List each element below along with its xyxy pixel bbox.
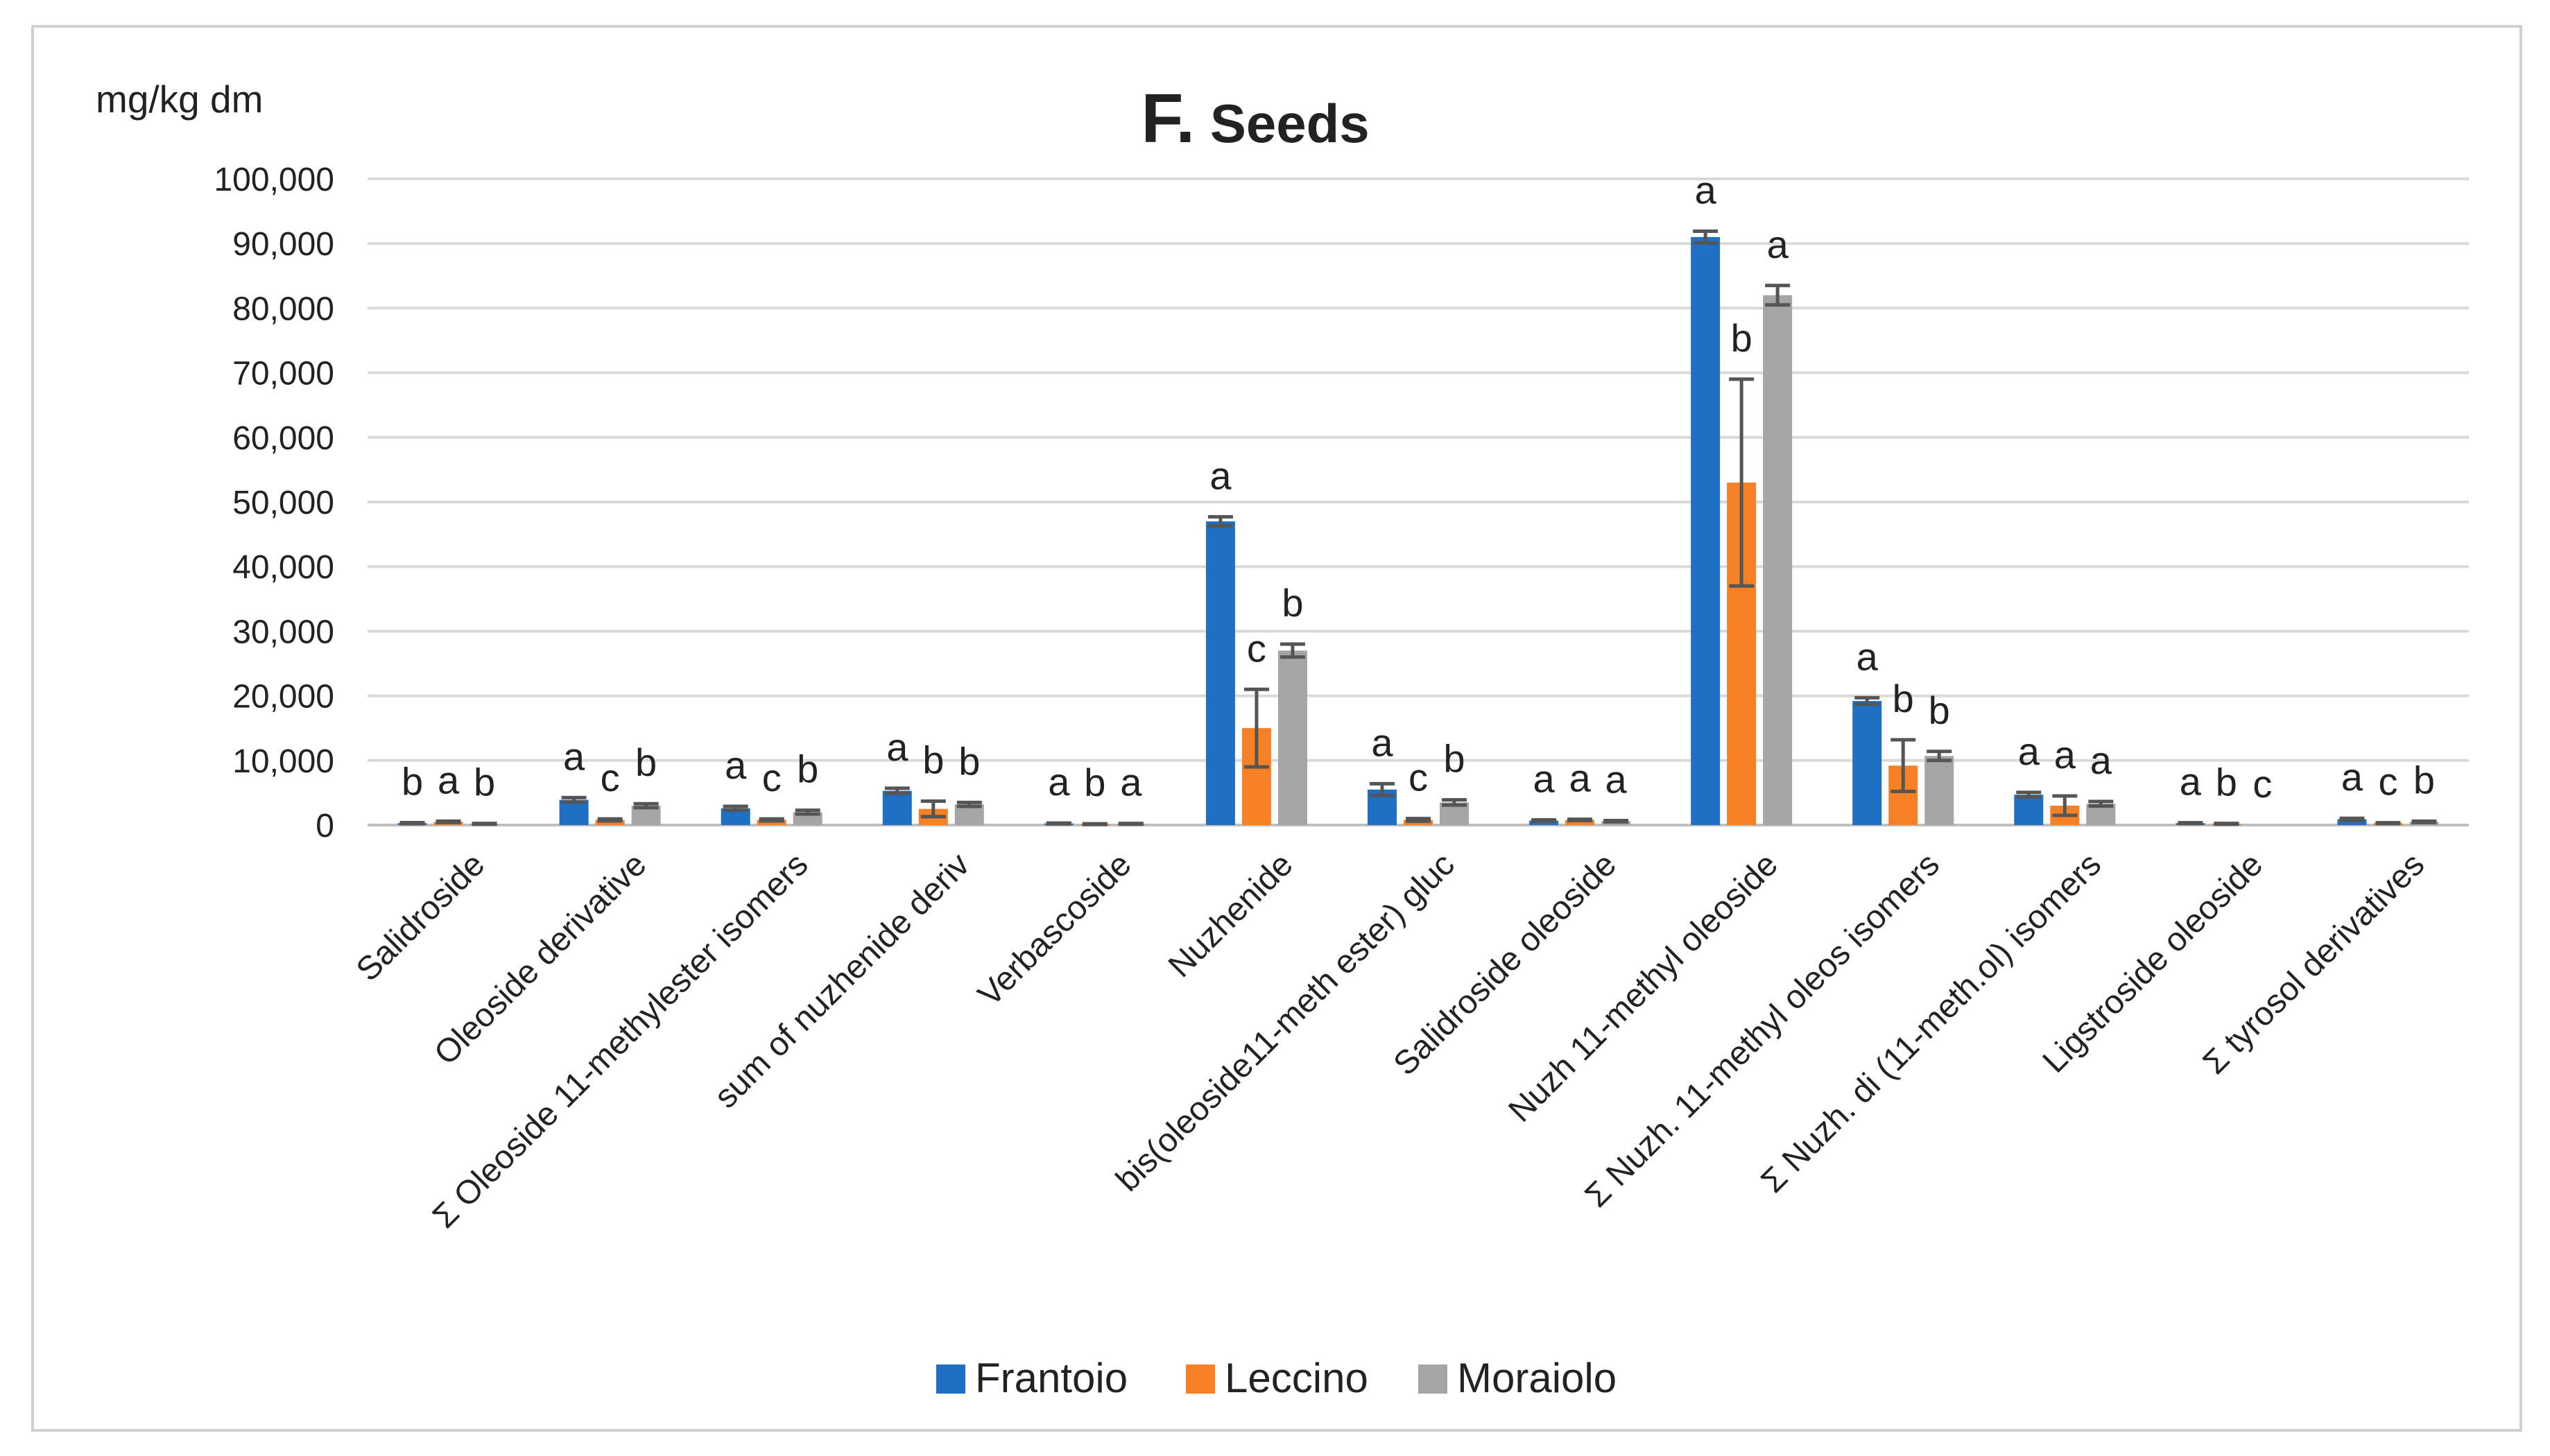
legend-swatch: [1418, 1364, 1447, 1394]
error-bars: [399, 229, 2437, 826]
significance-letter: a: [438, 758, 460, 801]
y-axis-ticks: 0 10,000 20,000 30,000 40,000 50,000 60,000 70,…: [214, 162, 334, 844]
significance-letter: b: [1282, 581, 1303, 625]
chart-title: F. Seeds: [1141, 80, 1369, 157]
significance-letter: a: [1120, 761, 1142, 804]
bar-frantoio: [1205, 521, 1235, 825]
significance-letter: a: [2341, 755, 2363, 799]
y-tick-label: 40,000: [232, 549, 334, 586]
significance-letter: a: [1533, 757, 1555, 801]
significance-letter: b: [402, 759, 423, 803]
significance-letter: b: [1929, 688, 1950, 732]
significance-letter: a: [563, 734, 585, 778]
significance-letter: b: [922, 738, 944, 782]
significance-letter: a: [1371, 720, 1393, 764]
legend-label: Frantoio: [975, 1355, 1128, 1401]
significance-letter: a: [2018, 729, 2040, 773]
significance-letter: a: [1048, 760, 1070, 804]
gridlines: [368, 177, 2469, 826]
y-tick-label: 10,000: [232, 743, 334, 780]
legend-swatch: [1186, 1364, 1215, 1394]
bar-frantoio: [1691, 236, 1721, 825]
y-tick-label: 80,000: [232, 291, 334, 327]
bar-frantoio: [2337, 819, 2367, 825]
significance-letter: c: [2252, 762, 2272, 806]
significance-letter: a: [2180, 760, 2202, 804]
significance-letter: b: [1893, 677, 1914, 720]
significance-letter: a: [1605, 757, 1627, 801]
significance-letter: a: [2054, 733, 2076, 777]
significance-letter: b: [2216, 761, 2237, 804]
significance-letter: a: [2090, 738, 2112, 782]
bar-frantoio: [882, 790, 912, 825]
chart-border: [31, 25, 2522, 1432]
significance-letter: b: [1084, 761, 1105, 804]
bar-frantoio: [2014, 795, 2044, 825]
significance-letter: b: [797, 747, 818, 791]
significance-letter: a: [886, 725, 908, 769]
significance-letter: b: [635, 740, 657, 784]
significance-letter: b: [1443, 737, 1465, 781]
y-axis-unit-label: mg/kg dm: [96, 78, 263, 121]
bars: [397, 236, 2439, 825]
y-tick-label: 30,000: [232, 614, 334, 650]
bar-leccino: [1565, 820, 1595, 825]
significance-letter: a: [1209, 453, 1232, 497]
significance-letter: a: [1569, 756, 1591, 800]
significance-letter: a: [725, 743, 747, 787]
legend-label: Moraiolo: [1457, 1355, 1617, 1401]
significance-letter: c: [2378, 760, 2397, 804]
bar-moraiolo: [1277, 650, 1307, 825]
legend-swatch: [936, 1364, 965, 1394]
y-tick-label: 70,000: [232, 356, 334, 392]
y-tick-label: 0: [316, 808, 334, 844]
significance-letter: a: [1695, 168, 1717, 211]
y-tick-label: 60,000: [232, 420, 334, 457]
y-tick-label: 50,000: [232, 485, 334, 521]
y-tick-label: 20,000: [232, 679, 334, 716]
significance-letter: a: [1767, 223, 1789, 266]
significance-letter: b: [2413, 758, 2435, 801]
chart-title-letter: F.: [1141, 80, 1195, 157]
significance-letter: b: [1731, 316, 1752, 360]
bar-frantoio: [1852, 701, 1882, 825]
significance-letter: a: [1856, 634, 1879, 678]
significance-letter: b: [958, 739, 980, 783]
y-tick-label: 100,000: [214, 162, 334, 198]
significance-letter: c: [762, 756, 782, 799]
bar-moraiolo: [1924, 756, 1954, 825]
legend-label: Leccino: [1225, 1355, 1368, 1401]
chart-title-text: Seeds: [1195, 93, 1369, 154]
significance-letter: c: [601, 756, 620, 799]
y-tick-label: 90,000: [232, 226, 334, 263]
significance-letter: c: [1408, 756, 1428, 799]
legend: Frantoio Leccino Moraiolo: [936, 1355, 1617, 1401]
significance-letter: c: [1247, 626, 1266, 670]
significance-letter: b: [474, 761, 495, 804]
bar-moraiolo: [1763, 295, 1793, 825]
bar-frantoio: [559, 799, 589, 825]
